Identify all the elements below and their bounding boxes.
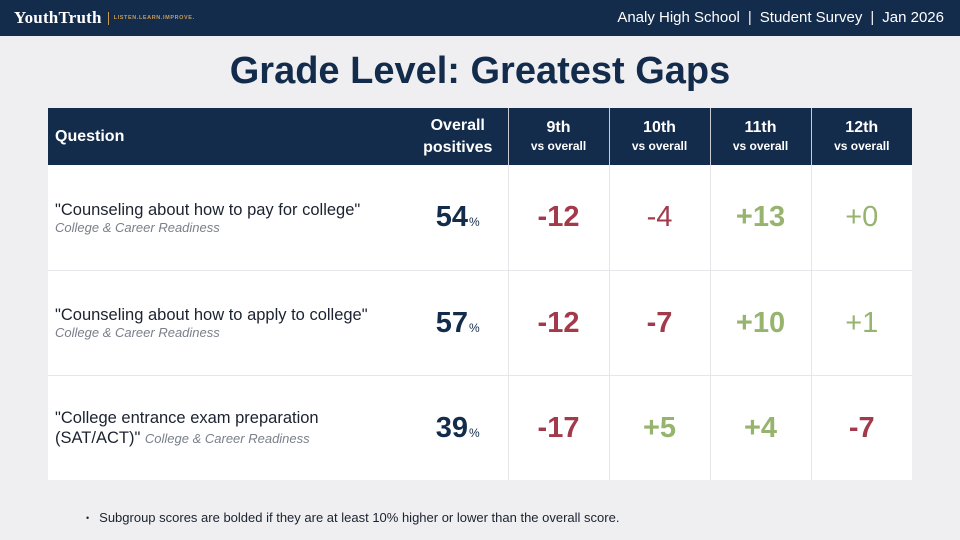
logo-name: YouthTruth — [14, 8, 102, 27]
percent-sign: % — [469, 320, 480, 335]
question-text-with-category: "College entrance exam preparation (SAT/… — [55, 408, 408, 449]
score-cell-12th: +1 — [810, 270, 912, 376]
header-vs-label: vs overall — [732, 139, 789, 153]
score-cell-9th: -12 — [507, 165, 609, 271]
question-category: College & Career Readiness — [55, 219, 220, 235]
score-cell-10th: +5 — [608, 375, 710, 480]
header-12th: 12th vs overall — [810, 108, 912, 165]
score-value: +13 — [735, 201, 786, 233]
header-11th: 11th vs overall — [709, 108, 811, 165]
table-row: "College entrance exam preparation (SAT/… — [48, 375, 912, 480]
footnote-text: Subgroup scores are bolded if they are a… — [99, 510, 620, 525]
question-text: "Counseling about how to pay for college… — [55, 200, 361, 219]
header-grade-label: 11th — [744, 119, 777, 136]
table-row: "Counseling about how to apply to colleg… — [48, 270, 912, 376]
score-value: -4 — [646, 201, 673, 233]
score-value: +10 — [735, 306, 786, 339]
percent-sign: % — [469, 215, 480, 229]
header-overall-line1: Overall — [430, 116, 485, 134]
grade-gaps-table: Question Overall positives 9th vs overal… — [48, 108, 912, 480]
page-title: Grade Level: Greatest Gaps — [229, 50, 731, 92]
overall-value: 54 — [435, 201, 469, 233]
overall-value: 57 — [435, 306, 469, 339]
score-cell-10th: -4 — [608, 165, 710, 271]
header-grade-label: 9th — [546, 119, 571, 136]
score-cell-11th: +10 — [709, 270, 811, 376]
score-cell-9th: -17 — [507, 375, 609, 480]
header-vs-label: vs overall — [530, 139, 587, 153]
overall-cell: 54% — [408, 165, 508, 271]
table-row: "Counseling about how to pay for college… — [48, 165, 912, 271]
score-value: -12 — [537, 306, 580, 339]
bullet-icon: • — [86, 512, 90, 523]
header-vs-label: vs overall — [631, 139, 688, 153]
overall-cell: 39% — [408, 375, 508, 480]
score-value: -7 — [848, 411, 875, 444]
question-text: "College entrance exam preparation (SAT/… — [55, 408, 319, 447]
score-cell-11th: +4 — [709, 375, 811, 480]
question-category: College & Career Readiness — [55, 325, 220, 340]
footnote: • Subgroup scores are bolded if they are… — [86, 510, 619, 525]
header-overall: Overall positives — [408, 108, 508, 165]
survey-name: Student Survey — [759, 9, 863, 26]
header-vs-label: vs overall — [834, 139, 890, 153]
question-text: "Counseling about how to apply to colleg… — [55, 306, 368, 324]
top-bar: YouthTruth LISTEN.LEARN.IMPROVE. Analy H… — [0, 0, 960, 36]
score-cell-11th: +13 — [709, 165, 811, 271]
youthtruth-logo: YouthTruth LISTEN.LEARN.IMPROVE. — [14, 7, 195, 29]
score-value: +1 — [845, 306, 879, 339]
question-cell: "Counseling about how to apply to colleg… — [48, 270, 408, 376]
score-value: +4 — [743, 411, 778, 444]
context-separator: | — [747, 9, 752, 26]
score-value: +5 — [642, 411, 677, 444]
header-grade-label: 10th — [643, 119, 676, 136]
score-value: -7 — [646, 306, 673, 339]
survey-context: Analy High School | Student Survey | Jan… — [617, 9, 944, 26]
school-name: Analy High School — [617, 9, 740, 26]
header-overall-line2: positives — [423, 138, 493, 156]
question-cell: "Counseling about how to pay for college… — [48, 165, 408, 271]
logo-tagline: LISTEN.LEARN.IMPROVE. — [113, 15, 195, 21]
overall-value: 39 — [435, 411, 469, 444]
question-category: College & Career Readiness — [144, 430, 310, 446]
context-separator: | — [870, 9, 875, 26]
overall-cell: 57% — [408, 270, 508, 376]
survey-date: Jan 2026 — [882, 9, 944, 26]
logo-divider — [107, 11, 109, 25]
score-value: +0 — [845, 201, 879, 233]
header-question: Question — [48, 108, 408, 165]
percent-sign: % — [469, 425, 480, 440]
score-value: -12 — [537, 201, 580, 233]
header-grade-label: 12th — [845, 119, 879, 136]
question-cell: "College entrance exam preparation (SAT/… — [48, 375, 408, 480]
score-value: -17 — [537, 411, 580, 444]
score-cell-12th: +0 — [810, 165, 912, 271]
table-header-row: Question Overall positives 9th vs overal… — [48, 108, 912, 165]
score-cell-10th: -7 — [608, 270, 710, 376]
score-cell-9th: -12 — [507, 270, 609, 376]
header-10th: 10th vs overall — [608, 108, 710, 165]
score-cell-12th: -7 — [810, 375, 912, 480]
header-9th: 9th vs overall — [507, 108, 609, 165]
